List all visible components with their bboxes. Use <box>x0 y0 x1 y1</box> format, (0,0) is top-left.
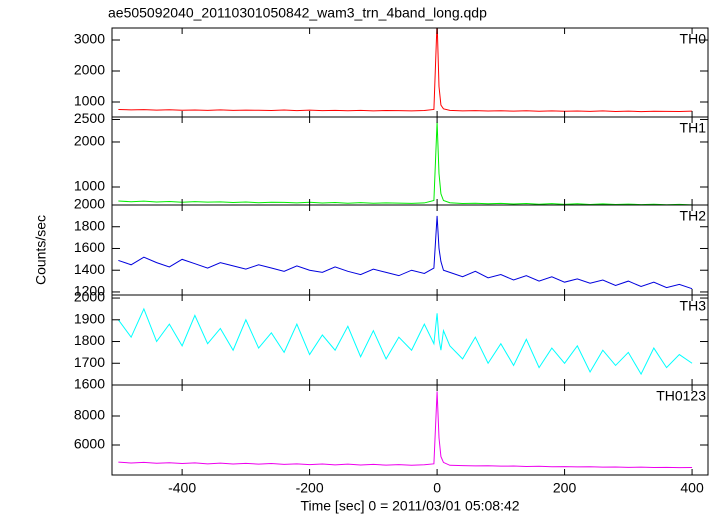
data-line <box>117 307 693 376</box>
series-label: TH0 <box>680 31 707 47</box>
y-tick-label: 8000 <box>74 407 105 423</box>
y-tick-label: 2000 <box>74 196 105 212</box>
x-tick-label: -200 <box>296 480 324 496</box>
y-tick-label: 2500 <box>74 110 105 126</box>
y-tick-label: 1900 <box>74 310 105 326</box>
x-tick-label: -400 <box>168 480 196 496</box>
y-tick-label: 1400 <box>74 261 105 277</box>
x-tick-label: 0 <box>433 480 441 496</box>
y-tick-label: 1600 <box>74 376 105 392</box>
y-tick-label: 3000 <box>74 31 105 47</box>
y-tick-label: 1000 <box>74 178 105 194</box>
series-label: TH1 <box>680 120 707 136</box>
y-tick-label: 6000 <box>74 436 105 452</box>
data-line <box>118 391 693 469</box>
y-axis-label: Counts/sec <box>33 215 49 285</box>
x-tick-label: 400 <box>680 480 704 496</box>
y-tick-label: 1800 <box>74 217 105 233</box>
series-label: TH2 <box>680 208 707 224</box>
y-tick-label: 1700 <box>74 354 105 370</box>
panel-frame <box>111 116 709 206</box>
chart-title: ae505092040_20110301050842_wam3_trn_4ban… <box>108 5 487 21</box>
y-tick-label: 2000 <box>74 133 105 149</box>
data-line <box>118 28 693 113</box>
y-tick-label: 2000 <box>74 62 105 78</box>
y-tick-label: 1200 <box>74 283 105 299</box>
panel-frame <box>111 204 709 296</box>
series-label: TH3 <box>680 298 707 314</box>
x-axis-label: Time [sec] 0 = 2011/03/01 05:08:42 <box>300 498 519 514</box>
panel-frame <box>111 384 709 476</box>
series-label: TH0123 <box>656 388 706 404</box>
y-tick-label: 2000 <box>74 289 105 305</box>
panel-frame <box>111 27 709 118</box>
data-line <box>118 121 693 205</box>
y-tick-label: 1800 <box>74 332 105 348</box>
y-tick-label: 1600 <box>74 239 105 255</box>
x-tick-label: 200 <box>553 480 577 496</box>
y-tick-label: 1000 <box>74 93 105 109</box>
data-line <box>118 215 693 290</box>
panel-frame <box>111 294 709 386</box>
